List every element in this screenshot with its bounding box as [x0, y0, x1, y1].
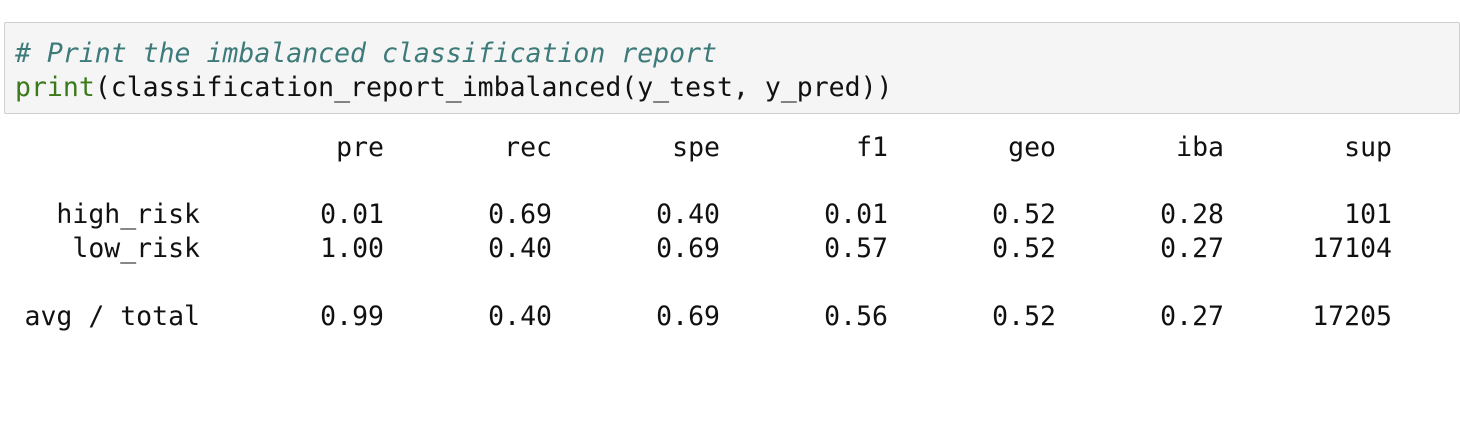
code-cell[interactable]: # Print the imbalanced classification re… [4, 22, 1460, 114]
table-cell: 101 [1344, 199, 1392, 230]
header-geo: geo [1008, 132, 1056, 163]
table-cell: 0.27 [1160, 233, 1224, 264]
header-rec: rec [504, 132, 552, 163]
table-cell: 17104 [1312, 233, 1392, 264]
table-cell: 0.52 [992, 233, 1056, 264]
row-label-low-risk: low_risk [72, 233, 200, 264]
table-cell: 0.40 [656, 199, 720, 230]
print-keyword: print [15, 72, 95, 103]
row-label-high-risk: high_risk [56, 199, 200, 230]
table-cell: 0.27 [1160, 301, 1224, 332]
header-pre: pre [336, 132, 384, 163]
table-cell: 0.40 [488, 233, 552, 264]
header-f1: f1 [856, 132, 888, 163]
table-cell: 0.69 [656, 233, 720, 264]
table-cell: 17205 [1312, 301, 1392, 332]
table-cell: 0.56 [824, 301, 888, 332]
table-cell: 0.01 [824, 199, 888, 230]
header-spe: spe [672, 132, 720, 163]
header-iba: iba [1176, 132, 1224, 163]
table-cell: 0.69 [488, 199, 552, 230]
table-cell: 0.69 [656, 301, 720, 332]
table-cell: 0.99 [320, 301, 384, 332]
table-cell: 0.57 [824, 233, 888, 264]
table-cell: 1.00 [320, 233, 384, 264]
print-arguments: (classification_report_imbalanced(y_test… [94, 72, 893, 103]
table-cell: 0.40 [488, 301, 552, 332]
row-label-avg-total: avg / total [24, 301, 201, 332]
code-comment: # Print the imbalanced classification re… [15, 38, 717, 69]
table-cell: 0.52 [992, 199, 1056, 230]
code-statement: print(classification_report_imbalanced(y… [15, 71, 893, 105]
table-cell: 0.28 [1160, 199, 1224, 230]
table-cell: 0.52 [992, 301, 1056, 332]
header-sup: sup [1344, 132, 1392, 163]
table-cell: 0.01 [320, 199, 384, 230]
